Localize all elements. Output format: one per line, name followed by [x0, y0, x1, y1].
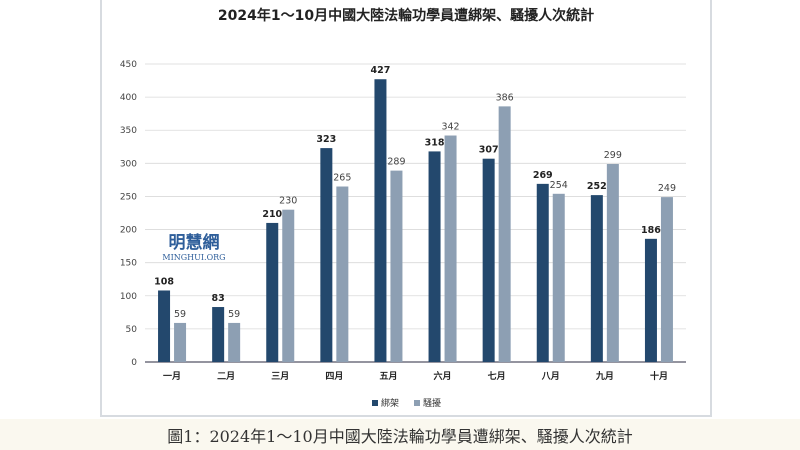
bar-harassment — [552, 193, 565, 362]
bar-abduction — [482, 158, 495, 362]
y-tick-label: 450 — [120, 60, 137, 70]
bar-harassment — [444, 135, 457, 362]
data-label: 254 — [550, 180, 568, 191]
data-label: 210 — [262, 209, 282, 220]
legend-label: 綁架 — [381, 397, 399, 409]
y-tick-label: 250 — [120, 192, 137, 202]
data-label: 386 — [496, 92, 514, 103]
bar-abduction — [536, 183, 549, 362]
data-label: 265 — [333, 173, 351, 184]
y-tick-label: 50 — [126, 325, 138, 335]
y-tick-label: 300 — [120, 159, 137, 169]
bar-abduction — [644, 238, 657, 362]
data-label: 252 — [587, 181, 607, 192]
bar-harassment — [606, 163, 619, 362]
bar-abduction — [590, 195, 603, 362]
data-label: 59 — [174, 309, 186, 320]
y-tick-label: 0 — [131, 358, 137, 368]
data-label: 318 — [425, 137, 445, 148]
data-label: 186 — [641, 225, 661, 236]
data-label: 307 — [479, 145, 499, 156]
x-tick-label: 三月 — [271, 371, 289, 382]
legend-label: 騷擾 — [423, 397, 441, 409]
figure-caption: 圖1：2024年1～10月中國大陸法輪功學員遭綁架、騷擾人次統計 — [167, 427, 633, 446]
data-label: 83 — [212, 293, 225, 304]
bar-harassment — [498, 106, 511, 362]
bar-harassment — [228, 322, 241, 362]
bar-abduction — [158, 290, 171, 362]
x-tick-label: 二月 — [217, 371, 235, 382]
data-label: 427 — [371, 65, 391, 76]
x-tick-label: 十月 — [650, 370, 668, 382]
x-tick-label: 六月 — [434, 370, 452, 382]
data-label: 323 — [316, 134, 336, 145]
watermark: 明慧網 MINGHUI.ORG — [162, 232, 225, 262]
x-tick-label: 五月 — [379, 371, 397, 382]
legend: 綁架 騷擾 — [372, 397, 441, 409]
data-label: 249 — [658, 183, 676, 194]
bar-abduction — [266, 222, 279, 362]
legend-swatch — [372, 400, 378, 406]
data-label: 59 — [228, 309, 240, 320]
x-tick-label: 一月 — [163, 371, 181, 382]
bar-harassment — [390, 170, 403, 362]
bar-harassment — [336, 186, 349, 362]
watermark-name: 明慧網 — [169, 232, 220, 253]
data-label: 299 — [604, 150, 622, 161]
x-tick-label: 八月 — [541, 371, 560, 382]
bar-harassment — [174, 322, 187, 362]
caption-bar — [0, 419, 800, 450]
data-label: 342 — [441, 122, 459, 133]
y-tick-label: 100 — [120, 292, 137, 302]
x-tick-label: 九月 — [595, 370, 614, 382]
bar-abduction — [320, 148, 333, 362]
y-tick-label: 200 — [120, 226, 137, 236]
bar-harassment — [660, 197, 673, 362]
data-label: 289 — [387, 157, 405, 168]
chart-title: 2024年1～10月中國大陸法輪功學員遭綁架、騷擾人次統計 — [218, 7, 594, 24]
watermark-site: MINGHUI.ORG — [162, 253, 225, 262]
data-label: 230 — [279, 196, 297, 207]
y-tick-label: 400 — [120, 93, 137, 103]
bar-abduction — [428, 151, 441, 362]
x-tick-label: 四月 — [325, 371, 343, 382]
y-tick-label: 150 — [120, 259, 137, 269]
x-tick-label: 七月 — [488, 370, 506, 382]
legend-swatch — [414, 400, 420, 406]
y-tick-label: 350 — [120, 126, 137, 136]
bar-abduction — [374, 79, 387, 362]
data-label: 269 — [533, 170, 553, 181]
bar-abduction — [212, 307, 225, 362]
data-label: 108 — [154, 276, 174, 287]
bar-harassment — [282, 209, 295, 362]
